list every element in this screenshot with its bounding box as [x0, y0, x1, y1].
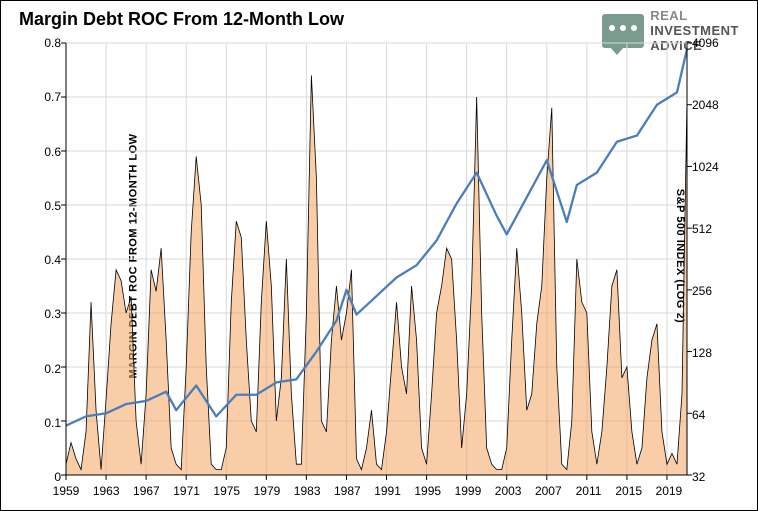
x-tick-label: 1971 — [173, 484, 200, 498]
y-right-tick-label: 2048 — [692, 98, 732, 112]
y-left-tick-label: 0.6 — [31, 145, 61, 159]
x-tick-label: 1979 — [254, 484, 281, 498]
y-right-tick-label: 4096 — [692, 36, 732, 50]
y-left-tick-label: 0 — [31, 470, 61, 484]
x-tick-label: 1995 — [414, 484, 441, 498]
y-right-tick-label: 1024 — [692, 160, 732, 174]
y-right-tick-label: 256 — [692, 284, 732, 298]
y-right-tick-label: 32 — [692, 470, 732, 484]
x-tick-label: 1967 — [133, 484, 160, 498]
x-tick-label: 2011 — [576, 484, 602, 498]
chart-container: Margin Debt ROC From 12-Month Low REAL I… — [0, 0, 758, 511]
x-tick-label: 1999 — [455, 484, 482, 498]
x-tick-label: 1991 — [374, 484, 401, 498]
x-tick-label: 2003 — [495, 484, 522, 498]
y-left-tick-label: 0.3 — [31, 307, 61, 321]
y-left-tick-label: 0.2 — [31, 362, 61, 376]
y-right-tick-label: 64 — [692, 408, 732, 422]
x-tick-label: 1959 — [53, 484, 80, 498]
y-left-tick-label: 0.7 — [31, 90, 61, 104]
x-tick-label: 2007 — [535, 484, 562, 498]
plot-area — [66, 43, 687, 475]
chart-title: Margin Debt ROC From 12-Month Low — [19, 9, 344, 30]
y-left-tick-label: 0.8 — [31, 36, 61, 50]
plot-svg — [66, 43, 687, 475]
x-tick-label: 2019 — [656, 484, 683, 498]
y-left-tick-label: 0.5 — [31, 199, 61, 213]
y-left-tick-label: 0.1 — [31, 416, 61, 430]
x-tick-label: 1975 — [213, 484, 240, 498]
x-tick-label: 1963 — [93, 484, 120, 498]
y-left-tick-label: 0.4 — [31, 253, 61, 267]
x-tick-label: 1983 — [294, 484, 321, 498]
y-right-tick-label: 512 — [692, 222, 732, 236]
y-right-tick-label: 128 — [692, 346, 732, 360]
x-tick-label: 2015 — [615, 484, 642, 498]
x-tick-label: 1987 — [334, 484, 361, 498]
